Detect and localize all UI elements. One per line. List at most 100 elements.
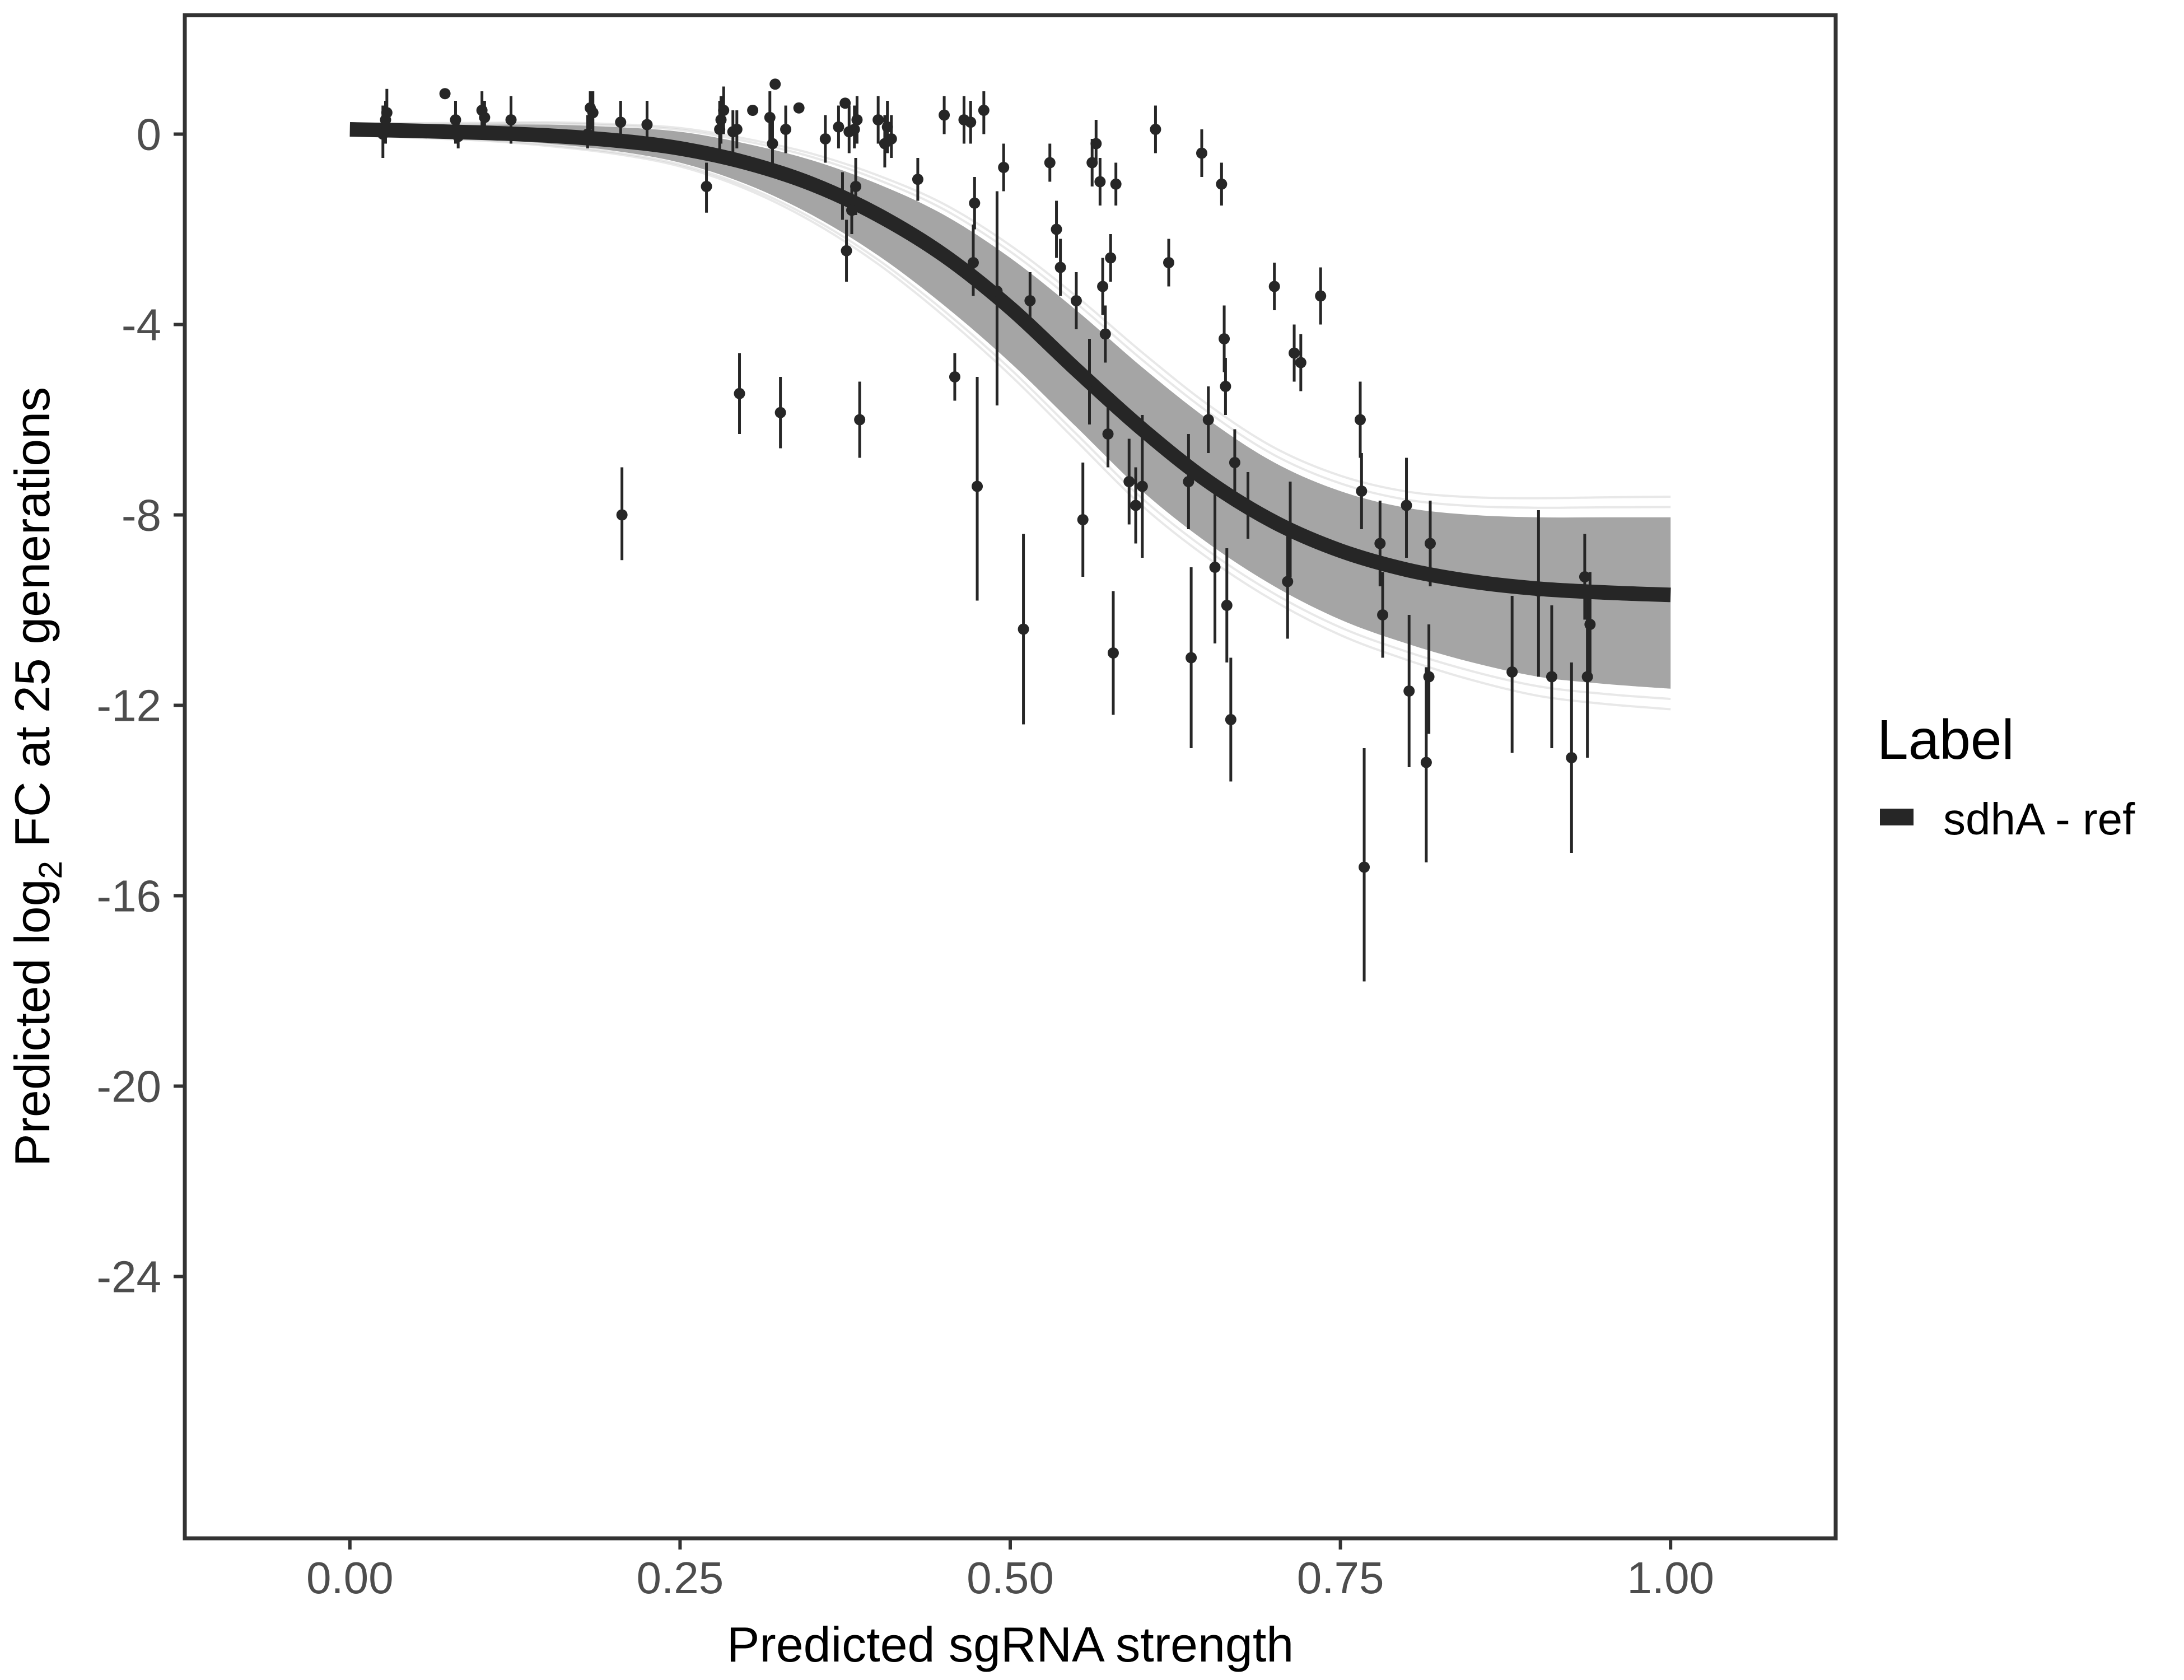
point-marker [582,128,594,140]
point-marker [616,509,628,521]
data-point [381,88,393,134]
data-point [912,158,923,201]
point-marker [769,78,781,90]
data-point [969,177,981,230]
data-point [1150,105,1161,153]
y-tick-label: 0 [137,110,162,160]
data-point [1018,534,1029,725]
data-point [1070,272,1082,329]
point-marker [819,133,831,144]
point-marker [381,107,393,119]
data-point [1077,463,1089,577]
point-marker [1202,414,1214,426]
data-point [1506,596,1518,753]
data-point [1566,662,1578,853]
point-marker [1130,500,1142,511]
y-axis-title-main: Predicted log [4,879,60,1166]
point-marker [701,181,712,192]
data-point [1024,272,1036,329]
point-marker [1220,381,1231,392]
point-marker [1024,295,1036,306]
data-point [872,96,884,144]
point-marker [718,105,730,116]
data-point [1533,510,1544,677]
point-marker [747,105,759,116]
point-marker [1424,538,1436,549]
point-marker [1102,428,1114,440]
data-point [615,101,627,144]
point-marker [1315,290,1327,302]
point-marker [1216,178,1228,190]
point-marker [1084,376,1095,388]
point-marker [949,371,960,382]
data-point [1284,482,1296,577]
data-point [1136,415,1148,558]
point-marker [1163,257,1175,268]
point-marker [998,162,1010,173]
data-point [1374,501,1386,586]
data-point [1094,158,1106,206]
point-marker [641,119,653,130]
x-axis-title: Predicted sgRNA strength [727,1617,1294,1672]
data-point [1183,434,1194,529]
point-marker [854,414,866,426]
data-point [1196,129,1207,177]
data-point [1584,572,1596,677]
data-point [734,353,745,434]
point-marker [1546,671,1557,683]
data-point [439,88,451,100]
point-marker [1356,486,1368,497]
x-tick-label: 0.50 [967,1553,1054,1603]
point-marker [1051,223,1062,235]
point-marker [1221,600,1233,611]
legend-title: Label [1877,708,2014,771]
y-tick-label: -8 [122,491,161,540]
posterior-draw [349,121,1671,500]
point-marker [1183,476,1194,487]
data-point [1163,239,1175,287]
point-marker [1403,685,1415,697]
point-marker [1196,147,1207,159]
point-marker [734,388,745,399]
point-marker [1584,619,1596,630]
data-point [949,353,960,401]
data-point [1229,429,1240,496]
data-point [731,110,743,148]
data-point [1359,748,1370,982]
point-marker [1359,861,1370,873]
point-marker [1097,281,1109,292]
data-point [819,115,831,163]
y-tick-label: -20 [96,1062,161,1112]
data-point [837,172,848,220]
point-marker [1209,562,1221,573]
data-point [1044,143,1056,182]
y-tick-label: -16 [96,871,161,921]
point-marker [1090,138,1102,150]
point-marker [439,88,451,100]
data-point [767,120,778,167]
point-marker [1579,571,1590,582]
data-point [1054,239,1066,296]
data-point [452,120,464,148]
point-marker [1284,524,1296,535]
data-point [850,158,862,215]
posterior-draw [349,134,1671,711]
point-marker [1044,157,1056,169]
x-tick-label: 0.75 [1297,1553,1384,1603]
point-marker [833,121,844,133]
point-marker [1242,500,1254,511]
y-tick-label: -4 [122,300,161,350]
point-marker [885,133,897,144]
data-point [1123,438,1135,525]
data-point [1295,334,1306,391]
data-point [1220,358,1231,415]
point-marker [479,111,491,123]
data-point [718,86,730,134]
point-marker [615,116,627,128]
data-point [1186,567,1197,748]
data-point [1546,605,1557,748]
point-marker [851,114,863,125]
point-marker [1219,333,1230,344]
posterior-draw [349,122,1671,509]
